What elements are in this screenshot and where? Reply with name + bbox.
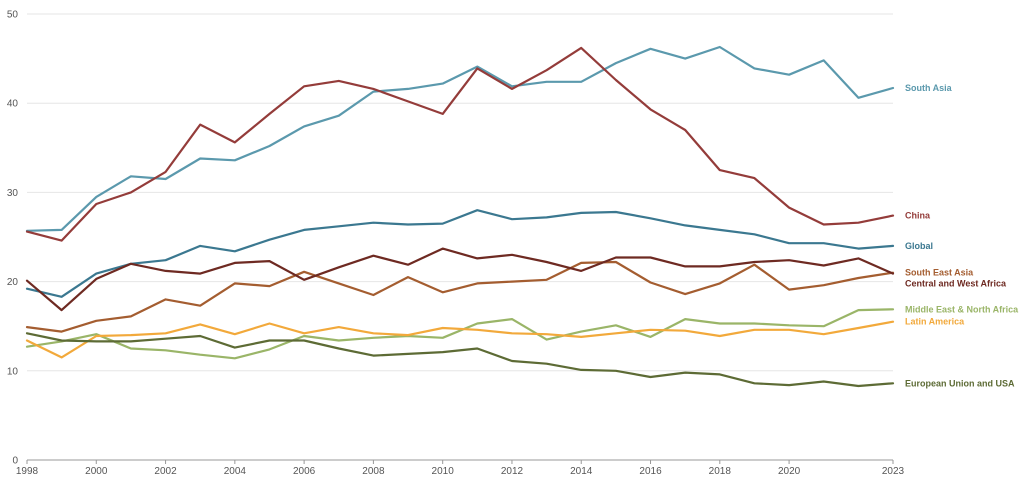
series-labels: South Asia China Global South East AsiaCent… <box>905 83 1019 388</box>
series-label-china: China <box>905 211 931 221</box>
y-tick-label: 40 <box>7 99 19 110</box>
x-tick-label: 2012 <box>501 466 524 477</box>
series-label-latin-america: Latin America <box>905 317 965 327</box>
axes: 0 10 20 30 40 50 1998 2000 2002 2004 2006 2008 2010 2… <box>7 10 905 478</box>
series-line-china <box>25 46 895 242</box>
x-tick-label: 2018 <box>709 466 732 477</box>
y-tick-label: 0 <box>12 456 18 467</box>
x-tick-label: 2000 <box>85 466 108 477</box>
series-line-global <box>25 209 895 298</box>
series-label-south-east-asia: South East Asia <box>905 268 974 278</box>
series-line-middle-east-north-africa <box>25 308 895 360</box>
series-line-european-union-and-usa <box>25 332 895 388</box>
x-tick-label: 2006 <box>293 466 316 477</box>
gridlines <box>27 13 893 372</box>
x-tick-label: 2008 <box>362 466 385 477</box>
series-line-central-and-west-africa <box>25 247 895 312</box>
x-tick-label: 2020 <box>778 466 801 477</box>
x-tick-label: 2002 <box>154 466 177 477</box>
y-tick-label: 50 <box>7 10 19 21</box>
series-label-global: Global <box>905 241 933 251</box>
series-label-european-union-and-usa: European Union and USA <box>905 378 1015 388</box>
x-tick-label: 2014 <box>570 466 593 477</box>
x-tick-label: 2004 <box>224 466 247 477</box>
series-label-central-and-west-africa: Central and West Africa <box>905 279 1007 289</box>
y-tick-label: 10 <box>7 366 19 377</box>
series-line-south-asia <box>25 45 895 232</box>
x-tick-label: 1998 <box>16 466 39 477</box>
y-tick-label: 30 <box>7 188 19 199</box>
x-tick-label: 2010 <box>432 466 455 477</box>
series-label-south-asia: South Asia <box>905 83 953 93</box>
series-label-middle-east-north-africa: Middle East & North Africa <box>905 304 1019 314</box>
series-lines <box>25 45 895 388</box>
x-tick-label: 2023 <box>882 466 905 477</box>
series-line-latin-america <box>25 320 895 359</box>
series-line-south-east-asia <box>25 260 895 333</box>
y-tick-label: 20 <box>7 277 19 288</box>
x-tick-label: 2016 <box>639 466 662 477</box>
